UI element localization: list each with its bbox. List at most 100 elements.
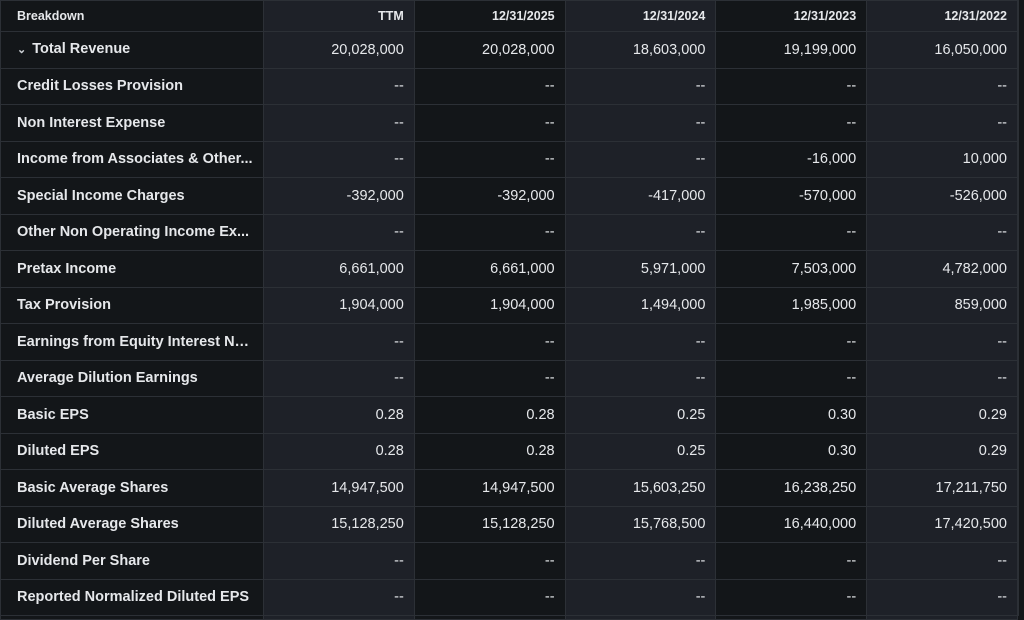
row-value	[564, 615, 717, 620]
row-value: 20,028,000	[413, 31, 566, 69]
row-value: 1,904,000	[413, 286, 566, 324]
row-label-text: Special Income Charges	[17, 187, 185, 204]
scrollbar-edge	[1018, 0, 1024, 616]
row-label-text: Diluted EPS	[17, 443, 100, 460]
table-row: Non Interest Expense -- -- -- -- --	[0, 104, 1018, 142]
row-value: 14,947,500	[413, 469, 566, 507]
row-label: Non Interest Expense	[0, 104, 264, 142]
row-value: 0.28	[263, 432, 415, 470]
table-row: Credit Losses Provision -- -- -- -- --	[0, 67, 1018, 105]
row-value: 18,603,000	[564, 31, 717, 69]
row-value: --	[715, 578, 868, 616]
table-row: Other Non Operating Income Ex... -- -- -- --…	[0, 213, 1018, 251]
row-label: Pretax Income	[0, 250, 264, 288]
header-column[interactable]: 12/31/2025	[413, 0, 566, 32]
row-value: 859,000	[866, 286, 1018, 324]
row-value: -526,000	[866, 177, 1018, 215]
row-value: 14,947,500	[263, 469, 415, 507]
row-label-text: Tax Provision	[17, 297, 112, 314]
row-label-text: Average Dilution Earnings	[17, 370, 198, 387]
header-breakdown: Breakdown	[0, 0, 264, 32]
row-label-text: Credit Losses Provision	[17, 78, 183, 95]
row-value: 0.30	[715, 396, 868, 434]
table-row: Earnings from Equity Interest Ne... -- -- -…	[0, 323, 1018, 361]
row-label-text: Diluted Average Shares	[17, 516, 179, 533]
table-row: Diluted EPS 0.28 0.28 0.25 0.30 0.29	[0, 432, 1018, 470]
row-value: --	[564, 67, 717, 105]
header-column[interactable]: 12/31/2023	[715, 0, 868, 32]
row-value: --	[413, 140, 566, 178]
table-row: Pretax Income 6,661,000 6,661,000 5,971,000…	[0, 250, 1018, 288]
row-value: -392,000	[263, 177, 415, 215]
row-value: --	[564, 213, 717, 251]
row-value: 10,000	[866, 140, 1018, 178]
row-label-text: Dividend Per Share	[17, 552, 150, 569]
row-value: --	[263, 542, 415, 580]
row-value: --	[866, 359, 1018, 397]
row-value: 5,971,000	[564, 250, 717, 288]
table-row: Basic EPS 0.28 0.28 0.25 0.30 0.29	[0, 396, 1018, 434]
row-label-text: Non Interest Expense	[17, 114, 166, 131]
row-label-text: Earnings from Equity Interest Ne...	[17, 333, 255, 350]
row-value	[263, 615, 415, 620]
row-value: --	[263, 67, 415, 105]
row-label[interactable]: ⌄ Total Revenue	[0, 31, 264, 69]
row-value: 6,661,000	[413, 250, 566, 288]
table-row: Tax Provision 1,904,000 1,904,000 1,494,000…	[0, 286, 1018, 324]
row-value: --	[413, 323, 566, 361]
row-value: -417,000	[564, 177, 717, 215]
row-label	[0, 615, 264, 620]
row-value: --	[715, 359, 868, 397]
row-label: Income from Associates & Other...	[0, 140, 264, 178]
row-value: 15,603,250	[564, 469, 717, 507]
table-row: ⌄ Total Revenue 20,028,000 20,028,000 18,603…	[0, 31, 1018, 69]
row-value: 20,028,000	[263, 31, 415, 69]
chevron-down-icon[interactable]: ⌄	[17, 44, 27, 57]
row-value: --	[413, 359, 566, 397]
row-value: -570,000	[715, 177, 868, 215]
row-value: 15,128,250	[413, 505, 566, 543]
row-value: --	[715, 323, 868, 361]
row-label: Average Dilution Earnings	[0, 359, 264, 397]
row-value: -16,000	[715, 140, 868, 178]
table-row: Basic Average Shares 14,947,500 14,947,500…	[0, 469, 1018, 507]
row-value: 1,904,000	[263, 286, 415, 324]
row-value: --	[564, 104, 717, 142]
row-value: 0.28	[413, 432, 566, 470]
row-value: 0.29	[866, 396, 1018, 434]
row-value: --	[413, 213, 566, 251]
row-value: --	[866, 67, 1018, 105]
table-row: Diluted Average Shares 15,128,250 15,128,2…	[0, 505, 1018, 543]
row-value: --	[564, 359, 717, 397]
row-value: --	[413, 67, 566, 105]
row-value: --	[715, 542, 868, 580]
row-value: --	[564, 323, 717, 361]
table-row	[0, 615, 1018, 620]
row-label: Special Income Charges	[0, 177, 264, 215]
row-label-text: Basic Average Shares	[17, 479, 169, 496]
row-value: 16,238,250	[715, 469, 868, 507]
row-value: --	[263, 359, 415, 397]
row-value: 1,494,000	[564, 286, 717, 324]
row-value: --	[263, 213, 415, 251]
row-label: Diluted Average Shares	[0, 505, 264, 543]
header-column[interactable]: 12/31/2024	[564, 0, 717, 32]
row-label: Earnings from Equity Interest Ne...	[0, 323, 264, 361]
row-label-text: Basic EPS	[17, 406, 89, 423]
row-value: --	[263, 323, 415, 361]
header-column[interactable]: TTM	[263, 0, 415, 32]
row-value: --	[263, 578, 415, 616]
row-label: Basic Average Shares	[0, 469, 264, 507]
table-row: Reported Normalized Diluted EPS -- -- -- -- -…	[0, 578, 1018, 616]
row-value: --	[263, 140, 415, 178]
row-label: Dividend Per Share	[0, 542, 264, 580]
row-label: Basic EPS	[0, 396, 264, 434]
header-column[interactable]: 12/31/2022	[866, 0, 1018, 32]
row-value: 0.25	[564, 396, 717, 434]
row-value: 1,985,000	[715, 286, 868, 324]
row-value: 6,661,000	[263, 250, 415, 288]
row-value	[413, 615, 566, 620]
row-label: Diluted EPS	[0, 432, 264, 470]
row-value: 4,782,000	[866, 250, 1018, 288]
row-value: 17,211,750	[866, 469, 1018, 507]
